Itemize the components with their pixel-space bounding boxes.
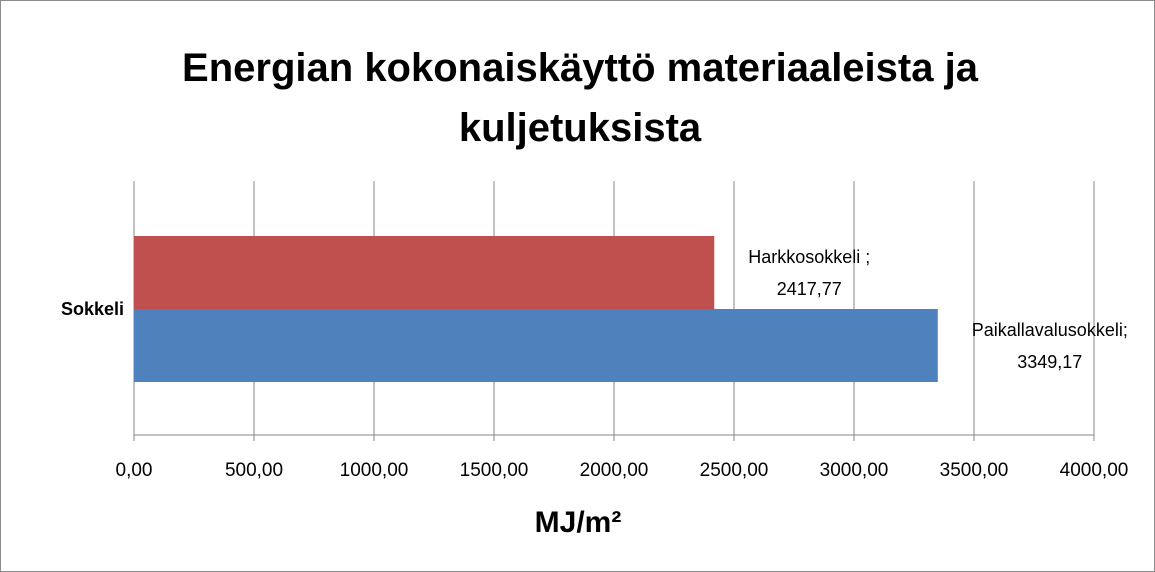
x-tick-label: 3500,00 — [940, 460, 1009, 481]
data-label: 3349,17 — [1017, 352, 1082, 372]
x-tick-label: 500,00 — [225, 460, 283, 481]
data-label: 2417,77 — [777, 279, 842, 299]
x-tick-label: 1000,00 — [340, 460, 409, 481]
x-tick-label: 3000,00 — [820, 460, 889, 481]
bar — [134, 309, 938, 382]
x-tick-label: 0,00 — [116, 460, 153, 481]
x-tick-label: 4000,00 — [1060, 460, 1129, 481]
data-label-name: Harkkosokkeli ; — [748, 247, 870, 267]
x-tick-label: 2000,00 — [580, 460, 649, 481]
x-tick-label: 2500,00 — [700, 460, 769, 481]
x-axis-title: MJ/m² — [535, 506, 622, 539]
x-tick-label: 1500,00 — [460, 460, 529, 481]
bar — [134, 236, 715, 309]
data-label-name: Paikallavalusokkeli; — [972, 320, 1128, 340]
y-tick-label: Sokkeli — [61, 299, 124, 319]
chart-title: Energian kokonaiskäyttö materiaaleista j… — [182, 46, 978, 150]
